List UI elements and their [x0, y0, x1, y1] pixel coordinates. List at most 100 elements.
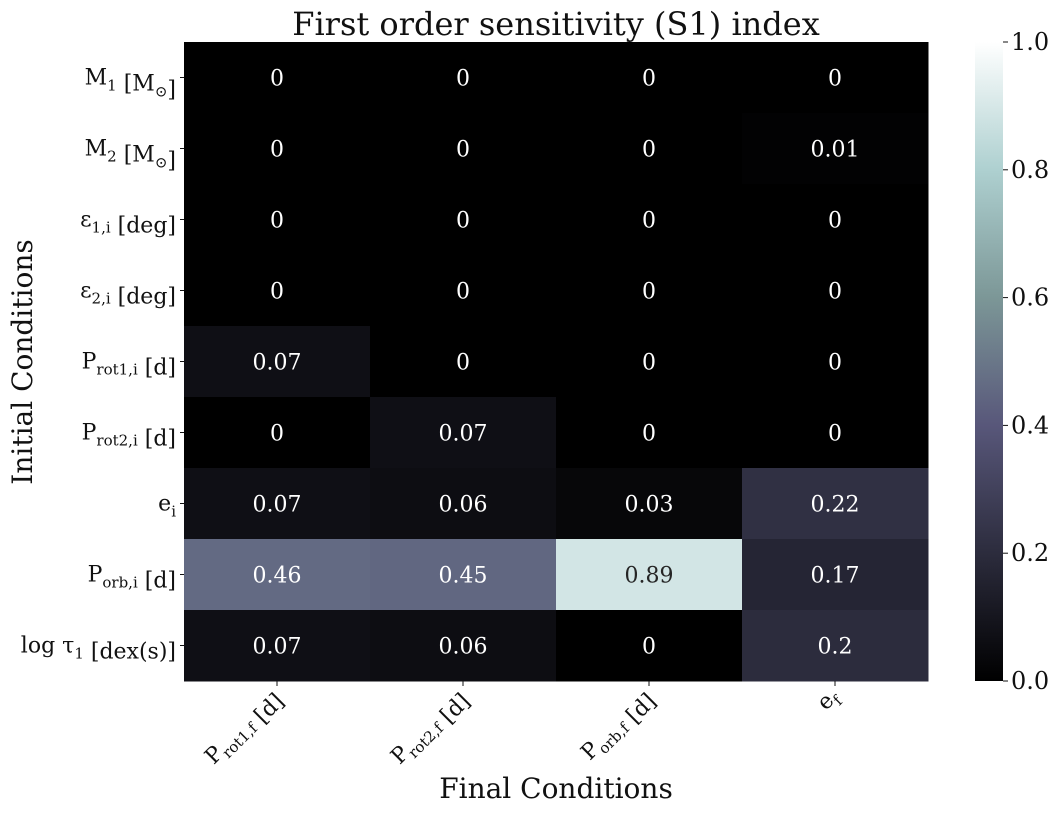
heatmap-cell — [184, 610, 371, 682]
heatmap-cell — [556, 397, 743, 469]
cell-value-label: 0.03 — [625, 493, 674, 518]
heatmap-cell — [184, 397, 371, 469]
cell-value-label: 0 — [270, 138, 284, 163]
y-tick-label: M2 [M⊙] — [85, 137, 176, 174]
heatmap-cell — [742, 184, 929, 256]
heatmap-cell — [370, 397, 557, 469]
colorbar-tick-label: 0.2 — [1011, 539, 1049, 567]
cell-value-label: 0.07 — [439, 422, 488, 447]
cell-value-label: 0.01 — [811, 138, 860, 163]
colorbar-tick-label: 0.8 — [1011, 156, 1049, 184]
cell-value-label: 0 — [828, 422, 842, 447]
cell-value-label: 0 — [456, 351, 470, 376]
cell-value-label: 0 — [642, 635, 656, 660]
heatmap-cell-labels: 0 0 0 0 0 0 0 0.01 0 0 0 0 0 0 0 0 0.07 0 0 0 0 0.07 0 0 0.07 0.0… — [253, 67, 860, 660]
heatmap-cell — [742, 468, 929, 540]
cell-value-label: 0.06 — [439, 635, 488, 660]
cell-value-label: 0 — [642, 422, 656, 447]
heatmap-cell — [370, 539, 557, 611]
x-tick-label: Prot1,f [d] — [200, 685, 289, 774]
cell-value-label: 0 — [270, 67, 284, 92]
cell-value-label: 0 — [642, 138, 656, 163]
y-tick-labels: M1 [M⊙] M2 [M⊙] ε1,i [deg] ε2,i [deg] Prot1,… — [21, 66, 184, 665]
cell-value-label: 0.07 — [253, 493, 302, 518]
heatmap-cell — [742, 539, 929, 611]
y-tick-label: ei — [158, 492, 176, 521]
cell-value-label: 0.22 — [811, 493, 860, 518]
cell-value-label: 0.45 — [439, 564, 488, 589]
cell-value-label: 0 — [270, 209, 284, 234]
heatmap-cell — [742, 42, 929, 114]
y-tick-label: Prot2,i [d] — [82, 421, 176, 452]
colorbar-tick-label: 0.0 — [1011, 667, 1049, 695]
colorbar-tick-label: 0.4 — [1011, 411, 1049, 439]
cell-value-label: 0.06 — [439, 493, 488, 518]
heatmap-cell — [370, 184, 557, 256]
heatmap-cell — [742, 326, 929, 398]
y-tick-label: ε2,i [deg] — [80, 279, 176, 310]
cell-value-label: 0.2 — [818, 635, 853, 660]
colorbar-tick-label: 0.6 — [1011, 284, 1049, 312]
heatmap-cell — [184, 113, 371, 185]
cell-value-label: 0.07 — [253, 351, 302, 376]
cell-value-label: 0 — [456, 67, 470, 92]
cell-value-label: 0 — [828, 209, 842, 234]
cell-value-label: 0 — [642, 351, 656, 376]
x-tick-label: Porb,f [d] — [576, 685, 661, 770]
heatmap-cell — [556, 468, 743, 540]
cell-value-label: 0 — [642, 280, 656, 305]
heatmap-cell — [184, 255, 371, 327]
heatmap-cell — [184, 539, 371, 611]
x-tick-labels: Prot1,f [d] Prot2,f [d] Porb,f [d] ef — [200, 681, 847, 774]
cell-value-label: 0 — [456, 280, 470, 305]
heatmap-cell — [370, 468, 557, 540]
cell-value-label: 0 — [642, 209, 656, 234]
cell-value-label: 0.17 — [811, 564, 860, 589]
heatmap-cell — [742, 397, 929, 469]
y-tick-label: Porb,i [d] — [88, 563, 176, 594]
cell-value-label: 0 — [828, 351, 842, 376]
heatmap-cell — [742, 610, 929, 682]
heatmap-cell — [556, 610, 743, 682]
y-tick-label: Prot1,i [d] — [82, 350, 176, 381]
colorbar-ticks: 0.0 0.2 0.4 0.6 0.8 1.0 — [1003, 28, 1049, 695]
heatmap-cell — [184, 42, 371, 114]
heatmap-cell — [184, 184, 371, 256]
heatmap-cell — [184, 326, 371, 398]
cell-value-label: 0.89 — [625, 564, 674, 589]
heatmap-cell — [556, 326, 743, 398]
x-tick-label: ef — [812, 684, 847, 719]
heatmap-cell — [370, 255, 557, 327]
chart-title: First order sensitivity (S1) index — [292, 5, 820, 43]
cell-value-label: 0.46 — [253, 564, 302, 589]
cell-value-label: 0 — [456, 209, 470, 234]
cell-value-label: 0 — [456, 138, 470, 163]
cell-value-label: 0 — [828, 67, 842, 92]
y-tick-label: M1 [M⊙] — [85, 66, 176, 103]
y-tick-label: log τ1 [dex(s)] — [21, 634, 176, 665]
heatmap-cell — [556, 255, 743, 327]
heatmap-cell — [184, 468, 371, 540]
heatmap-cells — [184, 42, 929, 682]
cell-value-label: 0 — [270, 280, 284, 305]
heatmap-cell — [370, 113, 557, 185]
heatmap-cell — [556, 42, 743, 114]
heatmap-cell — [556, 184, 743, 256]
heatmap-cell — [556, 539, 743, 611]
colorbar-tick-label: 1.0 — [1011, 28, 1049, 56]
heatmap-cell — [370, 42, 557, 114]
cell-value-label: 0.07 — [253, 635, 302, 660]
heatmap-cell — [556, 113, 743, 185]
x-axis-title: Final Conditions — [439, 772, 673, 805]
cell-value-label: 0 — [270, 422, 284, 447]
heatmap-cell — [742, 113, 929, 185]
y-tick-label: ε1,i [deg] — [80, 208, 176, 239]
heatmap-cell — [370, 610, 557, 682]
heatmap-cell — [742, 255, 929, 327]
heatmap-cell — [370, 326, 557, 398]
cell-value-label: 0 — [828, 280, 842, 305]
x-tick-label: Prot2,f [d] — [386, 685, 475, 774]
y-axis-title: Initial Conditions — [6, 239, 39, 484]
colorbar — [975, 42, 1003, 681]
